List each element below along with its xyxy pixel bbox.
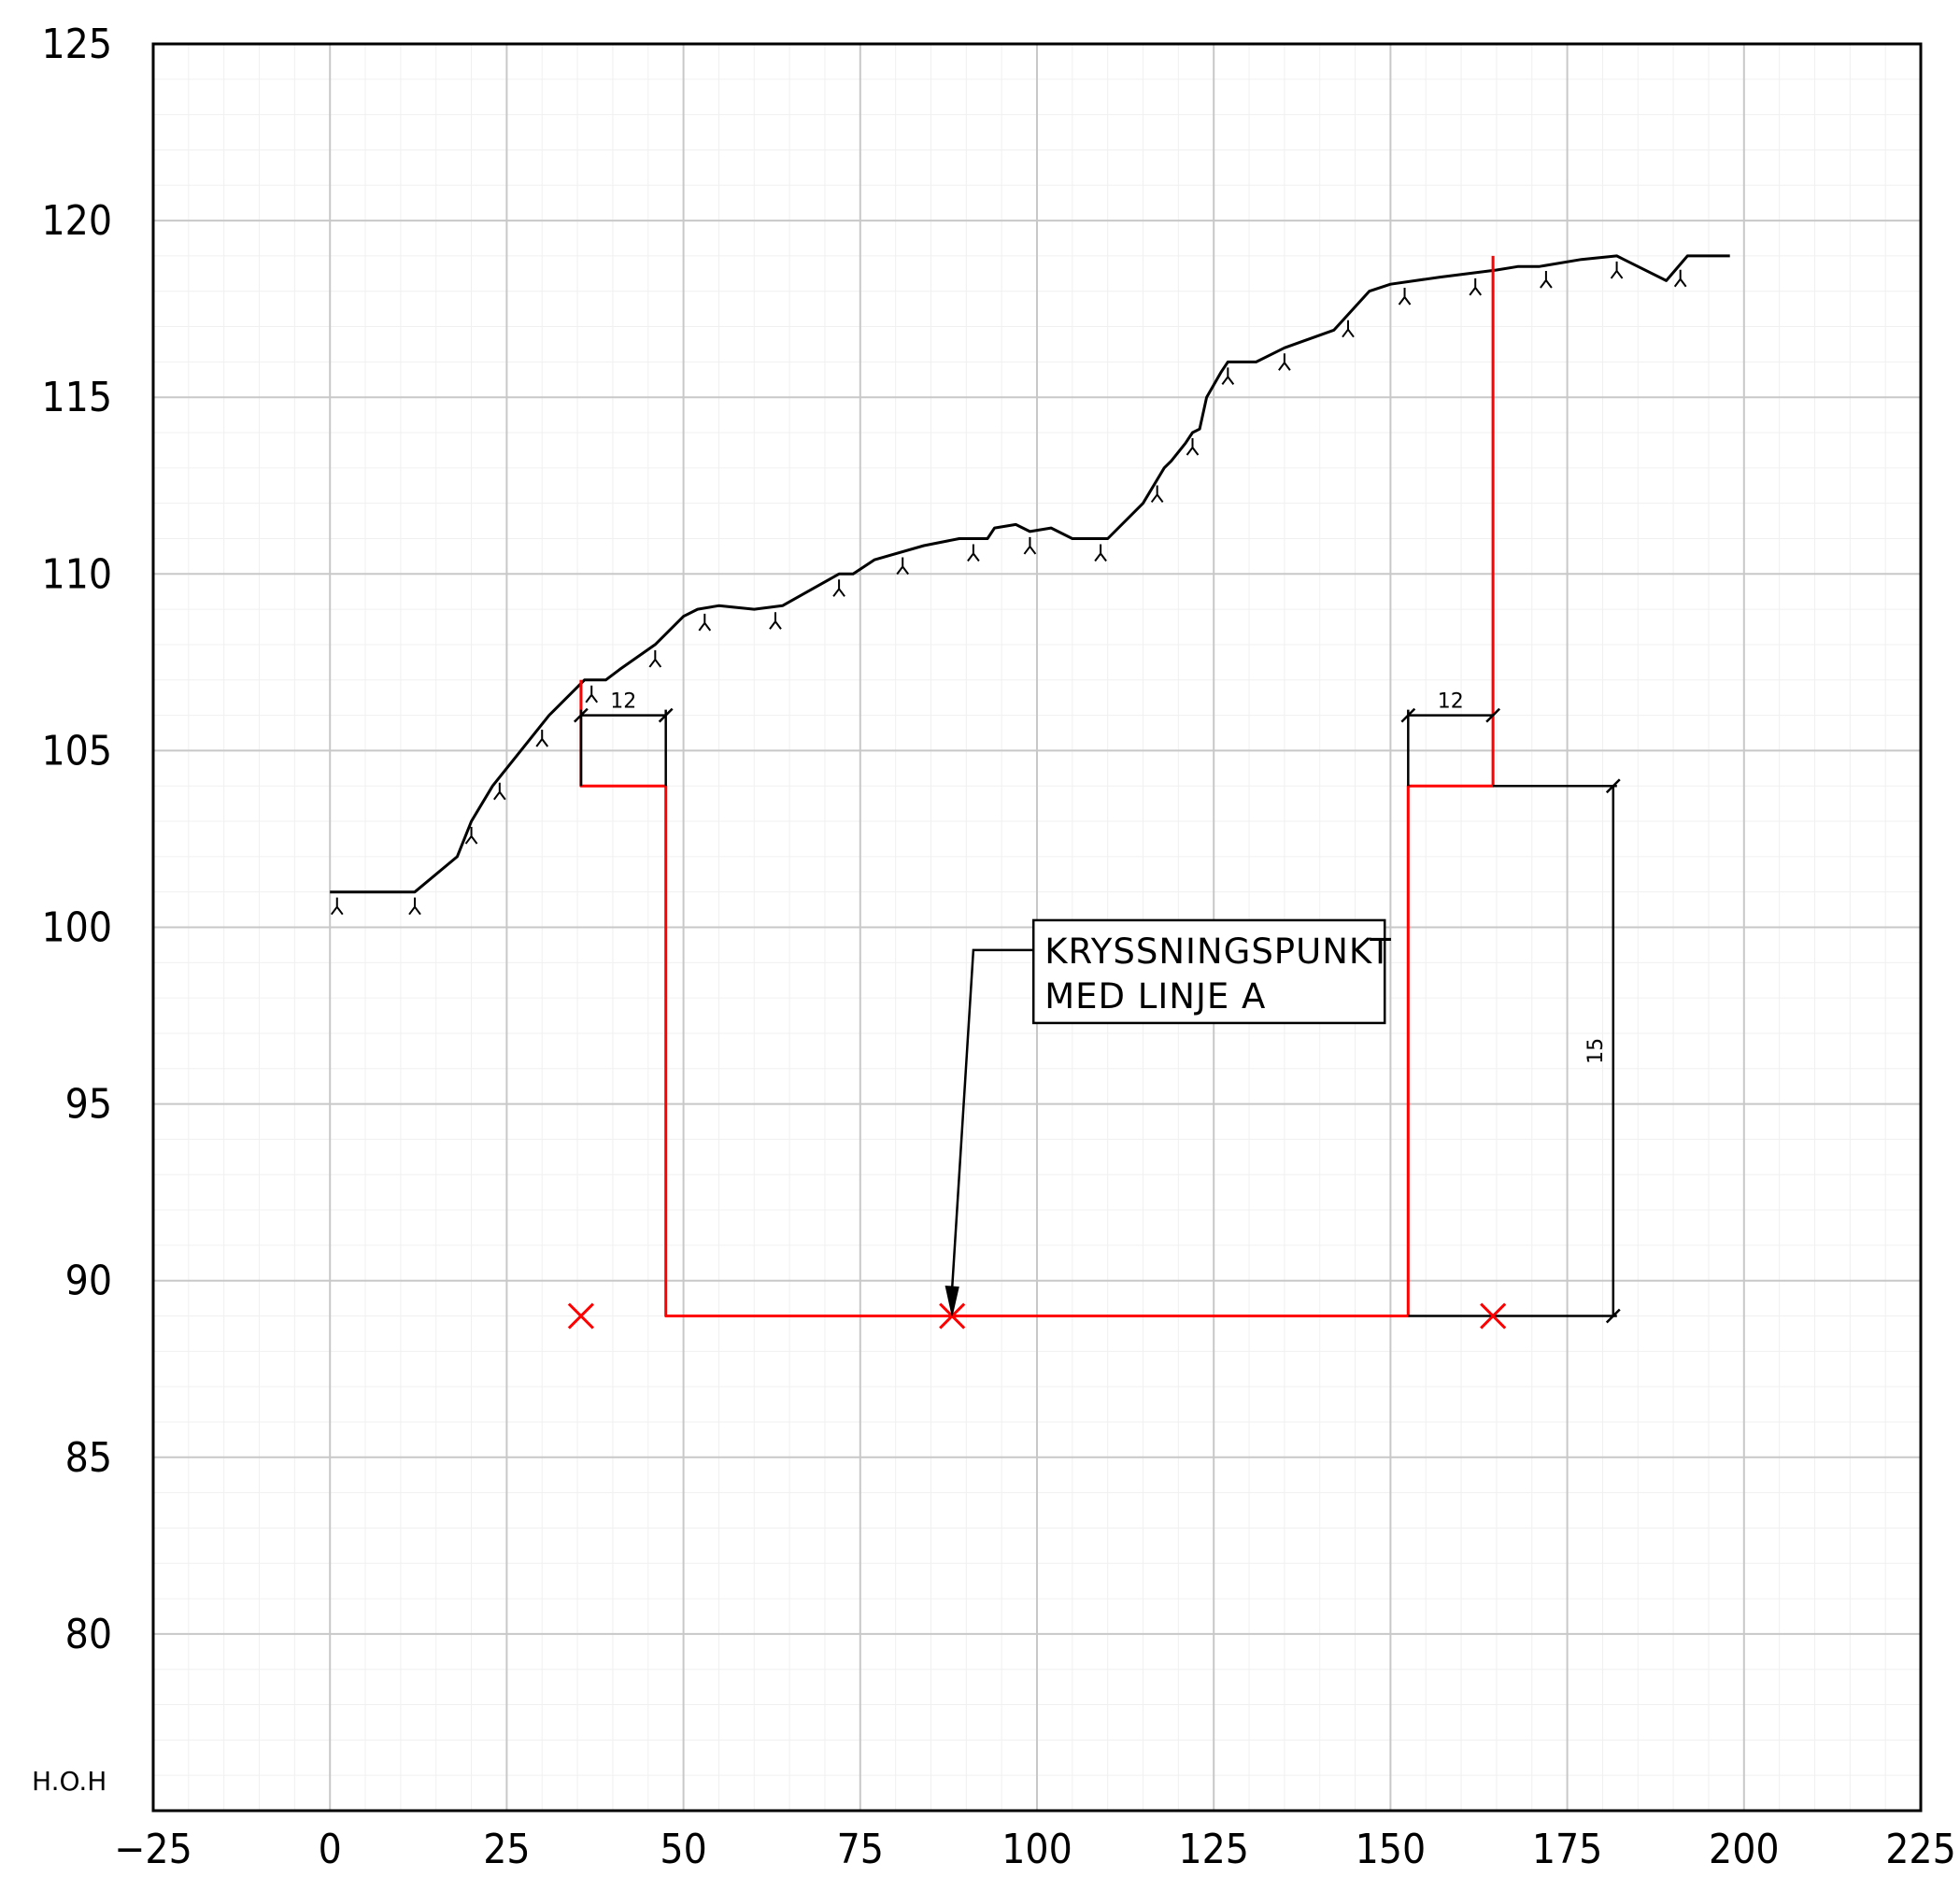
y-tick-label: 90 [65,1258,112,1305]
plot-frame [151,42,1923,1813]
y-tick-label: 95 [65,1081,112,1129]
trench-outline [579,255,1495,1317]
y-tick-label: 105 [41,727,112,775]
dimension-tick [1605,1308,1621,1324]
cross-marker [1480,1302,1507,1330]
cross-marker [567,1302,594,1330]
y-tick-label: 100 [41,904,112,952]
x-tick-label: 50 [660,1826,706,1873]
callout-leader [950,948,1034,1288]
slope-hatch [698,613,712,632]
slope-hatch [769,612,782,630]
slope-hatch [464,827,478,845]
slope-hatch [1221,367,1235,385]
slope-hatch [1186,438,1200,456]
x-tick-label: 75 [837,1826,884,1873]
y-tick-label: 115 [41,374,112,421]
slope-hatch [1610,261,1624,279]
x-tick-label: −25 [114,1826,192,1873]
axis-tick-labels: −25 0 25 50 75 100 125 150 175 200 225 80 85 90 95 100 1… [41,21,1955,1873]
x-tick-label: 0 [319,1826,342,1873]
slope-hatch [1469,277,1483,296]
dimension-lines: 12 12 15 [573,690,1621,1324]
dimension-tick [1485,707,1501,723]
dimension-tick [1605,778,1621,794]
slope-hatch [408,897,421,916]
slope-hatch [1540,271,1553,289]
x-tick-label: 200 [1709,1826,1780,1873]
callout-text-line: KRYSSNINGSPUNKT [1044,931,1392,972]
y-tick-label: 120 [41,197,112,245]
slope-hatch [967,544,980,562]
x-tick-label: 175 [1532,1826,1603,1873]
slope-hatch [585,685,599,704]
right-width-label: 12 [1438,690,1464,714]
slope-hatch [648,649,662,668]
y-tick-label: 110 [41,550,112,598]
dimension-tick [1400,707,1416,723]
slope-hatch [1023,536,1037,555]
slope-hatch [1150,485,1164,504]
y-tick-label: 125 [41,21,112,68]
x-tick-label: 25 [483,1826,530,1873]
callout-text-line: MED LINJE A [1044,976,1266,1017]
callout-arrowhead [944,1285,959,1316]
dimension-tick [658,707,674,723]
terrain-line [330,254,1730,894]
slope-hatch [1278,353,1291,371]
slope-hatch-marks [330,261,1687,916]
left-width-label: 12 [610,690,636,714]
slope-hatch [832,579,845,597]
slope-hatch [535,730,549,747]
slope-hatch [330,897,344,916]
callout-box [1031,918,1386,1025]
slope-hatch [1094,544,1107,562]
x-tick-label: 225 [1885,1826,1956,1873]
slope-hatch [493,782,506,801]
profile-series [330,254,1730,1317]
x-tick-label: 100 [1001,1826,1072,1873]
x-tick-label: 150 [1356,1826,1427,1873]
y-tick-label: 85 [65,1434,112,1482]
slope-hatch [1398,288,1412,306]
slope-hatch [1673,269,1687,288]
x-tick-label: 125 [1178,1826,1249,1873]
elevation-unit-label: H.O.H [32,1766,107,1797]
slope-hatch [1342,320,1355,338]
y-tick-label: 80 [65,1611,112,1658]
depth-label: 15 [1584,1038,1608,1064]
dimension-tick [573,707,589,723]
slope-hatch [896,557,910,576]
